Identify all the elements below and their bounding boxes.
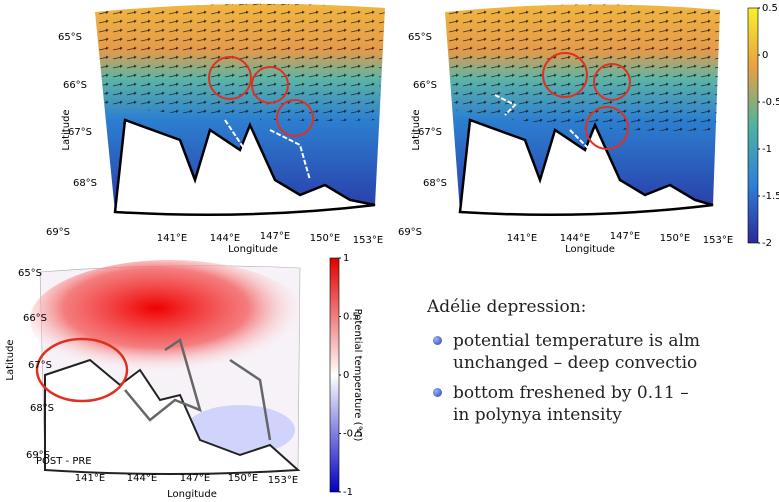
x-axis-label: Longitude	[565, 244, 615, 255]
lat-label: 67°S	[28, 360, 52, 371]
x-axis-label: Longitude	[228, 244, 278, 255]
lon-label: 150°E	[228, 473, 258, 484]
lat-label: 67°S	[68, 127, 92, 138]
bullet: potential temperature is alm unchanged – …	[433, 330, 779, 374]
lon-label: 141°E	[507, 233, 537, 244]
colorbar-tick-label: 0.5	[762, 3, 778, 14]
colorbar-tick-label: -1.5	[762, 191, 779, 202]
lon-label: 153°E	[703, 235, 733, 246]
colorbar-tick-label: 0.5	[343, 312, 359, 323]
bullet: bottom freshened by 0.11 – in polynya int…	[433, 382, 779, 426]
lat-label: 68°S	[30, 403, 54, 414]
lon-label: 144°E	[560, 233, 590, 244]
colorbar-tick-label: -0.5	[343, 429, 363, 440]
lon-label: 147°E	[610, 231, 640, 242]
colorbar-tick-label: 0	[343, 370, 349, 381]
colorbar-tick-label: 1	[343, 253, 349, 264]
y-axis-label: Latitude	[411, 109, 422, 150]
colorbar	[329, 257, 340, 493]
heading: Adélie depression:	[427, 297, 587, 317]
map-panel	[30, 257, 340, 493]
lat-label: 65°S	[408, 32, 432, 43]
colorbar-tick-label: -1	[762, 144, 772, 155]
colorbar-tick-label: -2	[762, 238, 772, 249]
lat-label: 66°S	[413, 80, 437, 91]
line: unchanged – deep convectio	[453, 353, 698, 373]
y-axis-label: Latitude	[5, 339, 16, 380]
lat-label: 66°S	[63, 80, 87, 91]
lat-label: 67°S	[418, 127, 442, 138]
map-panel	[445, 4, 759, 244]
line: in polynya intensity	[453, 405, 622, 425]
notes: Adélie depression: potential temperature…	[427, 296, 779, 434]
y-axis-label: Latitude	[61, 109, 72, 150]
lon-label: 150°E	[660, 233, 690, 244]
lon-label: 150°E	[310, 233, 340, 244]
lon-label: 153°E	[268, 475, 298, 486]
lon-label: 144°E	[210, 233, 240, 244]
lat-label: 65°S	[18, 268, 42, 279]
lat-label: 65°S	[58, 32, 82, 43]
lon-label: 141°E	[157, 233, 187, 244]
lat-label: 69°S	[26, 450, 50, 461]
lat-label: 69°S	[398, 227, 422, 238]
lat-label: 66°S	[23, 313, 47, 324]
lon-label: 141°E	[75, 473, 105, 484]
line: bottom freshened by 0.11 –	[453, 383, 689, 403]
annotation: POST - PRE	[36, 456, 92, 467]
line: potential temperature is alm	[453, 331, 701, 351]
colorbar-tick-label: -1	[343, 487, 353, 498]
lon-label: 147°E	[260, 231, 290, 242]
bullet-list: potential temperature is alm unchanged – …	[427, 330, 779, 426]
colorbar-tick-label: -0.5	[762, 97, 779, 108]
lon-label: 144°E	[127, 473, 157, 484]
lon-label: 147°E	[180, 473, 210, 484]
colorbar	[747, 7, 759, 244]
x-axis-label: Longitude	[167, 489, 217, 500]
colorbar-tick-label: 0	[762, 50, 768, 61]
map-panel	[95, 3, 385, 217]
lat-label: 69°S	[46, 227, 70, 238]
lat-label: 68°S	[73, 178, 97, 189]
lon-label: 153°E	[353, 235, 383, 246]
colorbar-label: Potential temperature (°C)	[352, 309, 363, 442]
lat-label: 68°S	[423, 178, 447, 189]
